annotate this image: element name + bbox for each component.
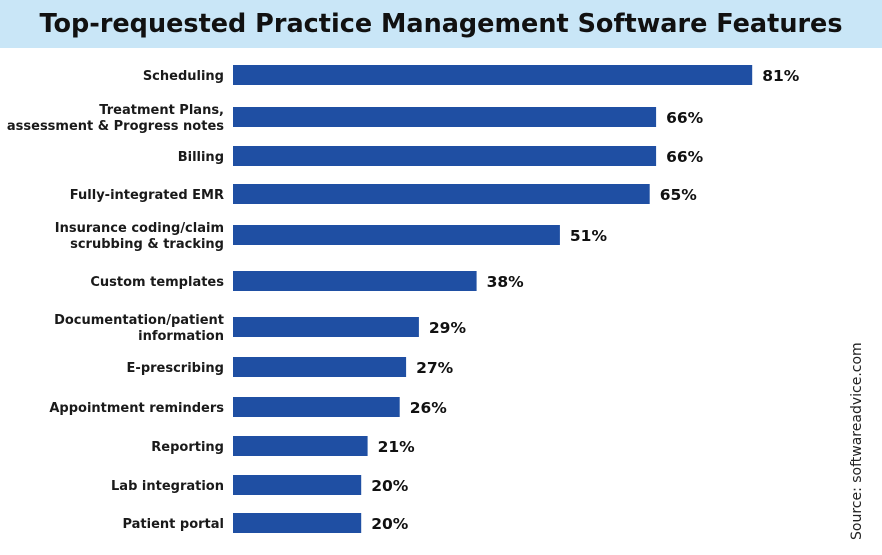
value-label: 20% <box>371 515 409 533</box>
category-label: Billing <box>178 150 224 165</box>
bar <box>233 146 657 166</box>
category-label: Appointment reminders <box>49 401 224 416</box>
value-label: 51% <box>570 227 608 245</box>
category-label: Insurance coding/claim <box>55 221 224 236</box>
bar <box>233 513 362 533</box>
bar <box>233 357 407 377</box>
source-note: Source: softwareadvice.com <box>849 342 865 540</box>
category-label: Reporting <box>151 440 224 455</box>
value-label: 20% <box>371 477 409 495</box>
chart-title: Top-requested Practice Management Softwa… <box>39 9 843 39</box>
value-label: 21% <box>378 438 416 456</box>
category-label: assessment & Progress notes <box>7 119 224 134</box>
category-label: Fully-integrated EMR <box>70 188 224 203</box>
value-label: 27% <box>416 359 454 377</box>
value-label: 29% <box>429 319 467 337</box>
category-label: Custom templates <box>90 275 224 290</box>
category-label: Scheduling <box>143 69 224 84</box>
bar <box>233 475 362 495</box>
category-label: Documentation/patient <box>54 313 224 328</box>
category-label: scrubbing & tracking <box>70 237 224 252</box>
bar <box>233 271 477 291</box>
category-label: information <box>138 329 224 344</box>
category-label: Treatment Plans, <box>99 103 224 118</box>
bar <box>233 225 560 245</box>
bar <box>233 397 400 417</box>
bar <box>233 436 368 456</box>
category-label: Lab integration <box>111 479 224 494</box>
bar <box>233 65 753 85</box>
title-band <box>0 0 882 48</box>
category-label: Patient portal <box>122 517 224 532</box>
bar <box>233 107 657 127</box>
value-label: 26% <box>410 399 448 417</box>
value-label: 81% <box>762 67 800 85</box>
value-label: 65% <box>660 186 698 204</box>
category-label: E-prescribing <box>127 361 224 376</box>
bar <box>233 184 650 204</box>
value-label: 66% <box>666 109 704 127</box>
value-label: 66% <box>666 148 704 166</box>
bar <box>233 317 419 337</box>
value-label: 38% <box>487 273 525 291</box>
